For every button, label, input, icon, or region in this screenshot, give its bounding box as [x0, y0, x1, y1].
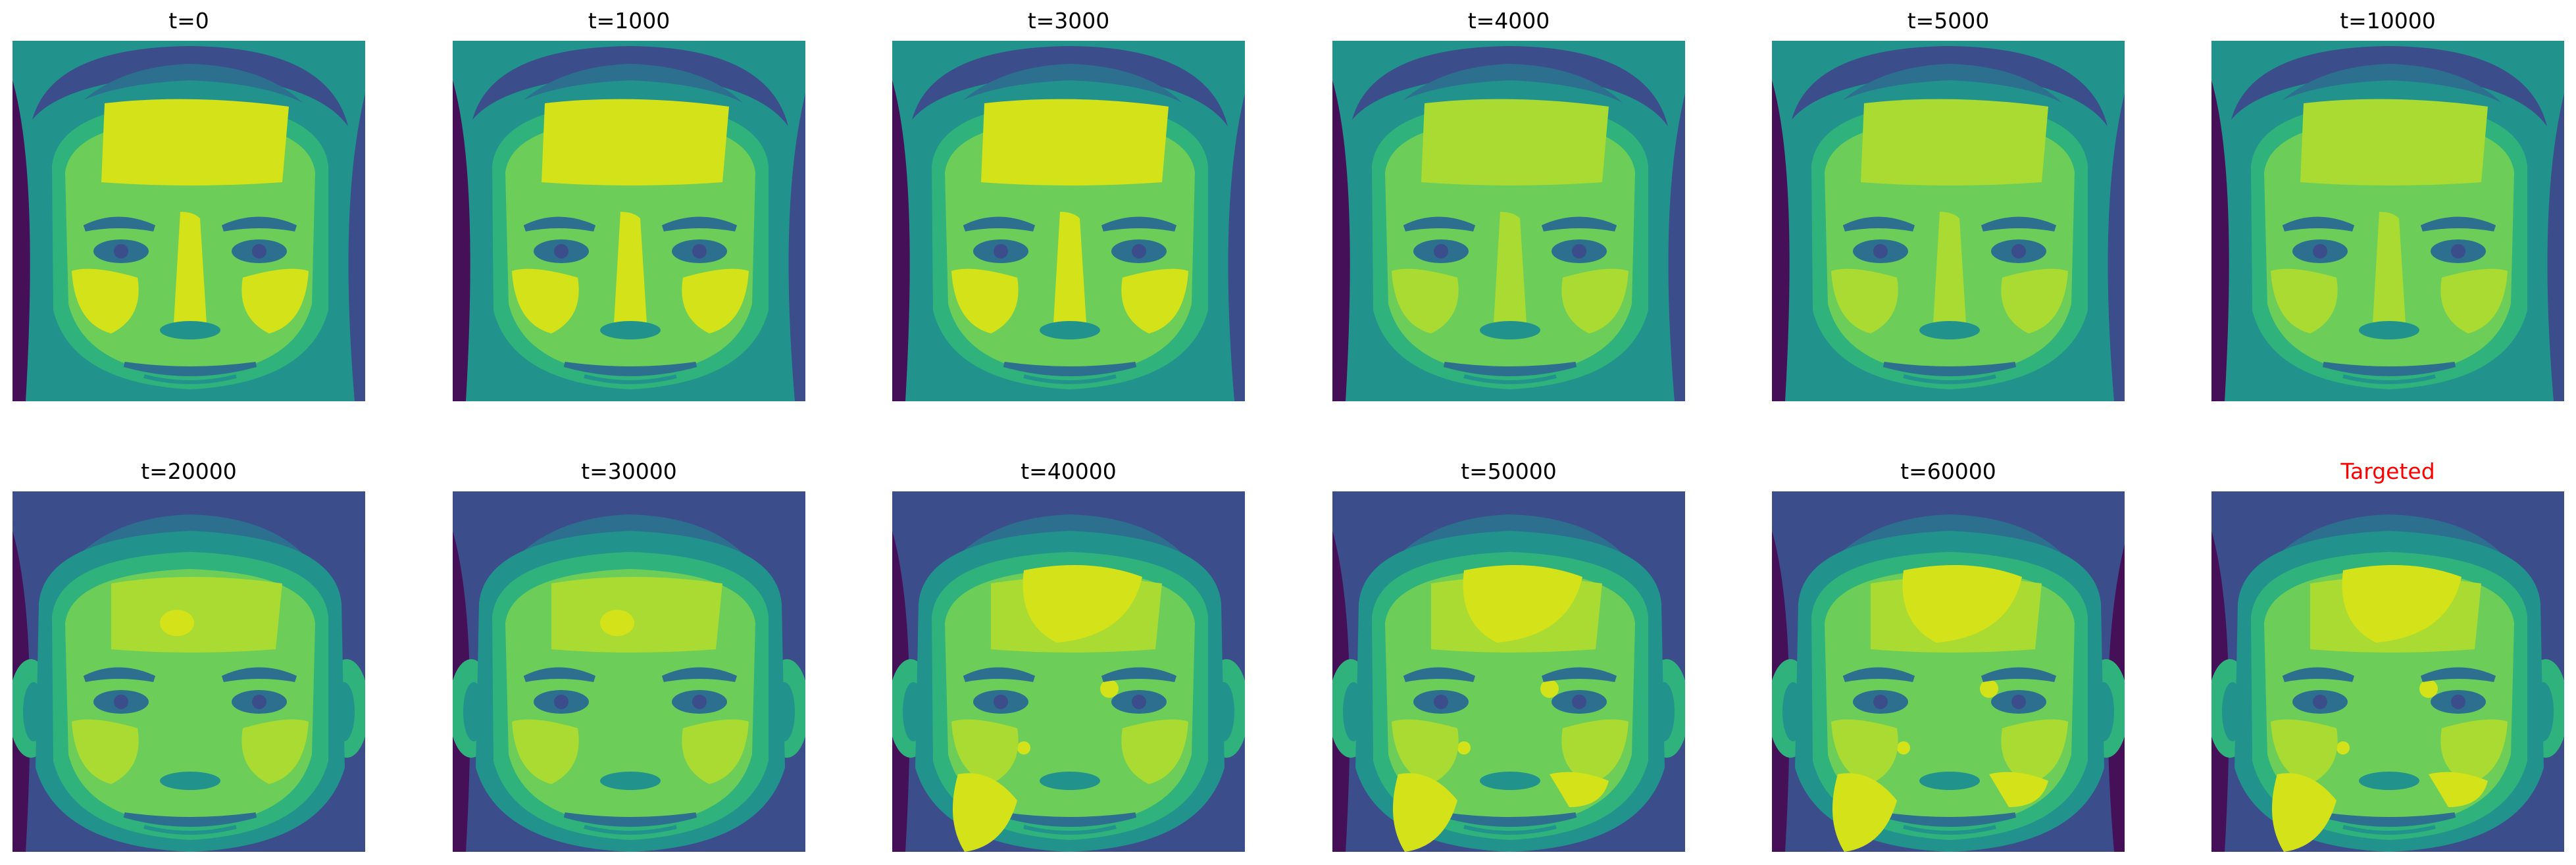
generated-face-image [453, 41, 805, 401]
time-step-title: t=4000 [1467, 8, 1550, 34]
generated-face-image [892, 41, 1245, 401]
time-step-title: t=3000 [1027, 8, 1110, 34]
time-step-title: t=50000 [1461, 458, 1557, 484]
target-panel-title: Targeted [2340, 458, 2435, 484]
generated-face-image [1772, 491, 2125, 852]
target-face-image [2211, 491, 2564, 852]
time-step-title: t=60000 [1900, 458, 1996, 484]
generated-face-image [1772, 41, 2125, 401]
generated-face-image [13, 491, 365, 852]
generated-face-image [1332, 491, 1685, 852]
time-step-title: t=1000 [588, 8, 670, 34]
generated-face-image [892, 491, 1245, 852]
generated-face-image [453, 491, 805, 852]
time-step-title: t=40000 [1021, 458, 1117, 484]
time-step-title: t=30000 [581, 458, 677, 484]
generated-face-image [2211, 41, 2564, 401]
time-step-title: t=20000 [141, 458, 237, 484]
time-step-title: t=10000 [2340, 8, 2436, 34]
time-step-title: t=0 [168, 8, 209, 34]
time-step-title: t=5000 [1907, 8, 1990, 34]
generated-face-image [13, 41, 365, 401]
generated-face-image [1332, 41, 1685, 401]
